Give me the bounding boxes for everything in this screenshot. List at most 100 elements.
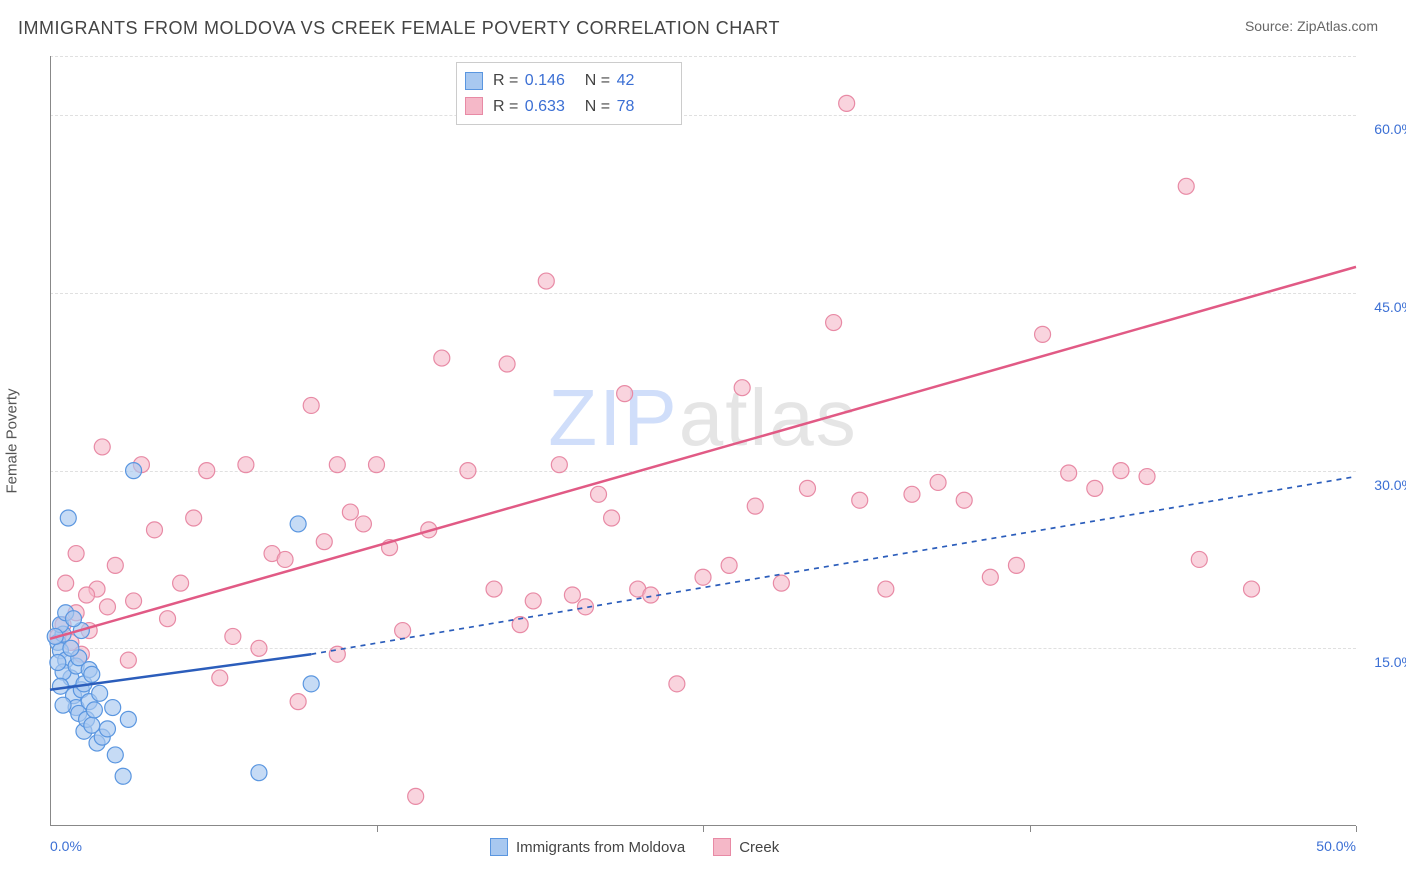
scatter-point — [329, 457, 345, 473]
scatter-point — [826, 315, 842, 331]
scatter-point — [120, 652, 136, 668]
legend-swatch-2 — [713, 838, 731, 856]
scatter-point — [107, 747, 123, 763]
scatter-point — [66, 611, 82, 627]
scatter-point — [525, 593, 541, 609]
scatter-point — [94, 439, 110, 455]
scatter-point — [126, 593, 142, 609]
scatter-point — [199, 463, 215, 479]
scatter-point — [1087, 480, 1103, 496]
scatter-point — [564, 587, 580, 603]
scatter-point — [99, 599, 115, 615]
scatter-point — [355, 516, 371, 532]
x-tick-mark — [1030, 826, 1031, 832]
scatter-point — [721, 557, 737, 573]
stats-row-series-1: R = 0.146 N = 42 — [465, 68, 667, 94]
scatter-point — [105, 700, 121, 716]
scatter-point — [277, 551, 293, 567]
stats-row-series-2: R = 0.633 N = 78 — [465, 94, 667, 120]
legend-label-2: Creek — [739, 839, 779, 856]
scatter-point — [617, 386, 633, 402]
scatter-point — [92, 685, 108, 701]
scatter-point — [499, 356, 515, 372]
chart-title: IMMIGRANTS FROM MOLDOVA VS CREEK FEMALE … — [18, 18, 780, 39]
scatter-point — [60, 510, 76, 526]
scatter-point — [408, 788, 424, 804]
scatter-point — [434, 350, 450, 366]
scatter-point — [58, 575, 74, 591]
scatter-point — [68, 546, 84, 562]
scatter-point — [225, 628, 241, 644]
scatter-point — [1113, 463, 1129, 479]
scatter-point — [126, 463, 142, 479]
n-value-1: 42 — [617, 68, 667, 94]
swatch-series-2 — [465, 97, 483, 115]
scatter-point — [747, 498, 763, 514]
y-tick-label: 60.0% — [1360, 121, 1406, 137]
x-tick-mark — [703, 826, 704, 832]
source-label: Source: — [1245, 18, 1297, 34]
scatter-point — [160, 611, 176, 627]
scatter-point — [591, 486, 607, 502]
scatter-point — [538, 273, 554, 289]
scatter-point — [486, 581, 502, 597]
scatter-point — [99, 721, 115, 737]
scatter-point — [395, 623, 411, 639]
scatter-point — [115, 768, 131, 784]
scatter-point — [63, 640, 79, 656]
scatter-point — [251, 765, 267, 781]
source-name: ZipAtlas.com — [1297, 18, 1378, 34]
correlation-stats-box: R = 0.146 N = 42 R = 0.633 N = 78 — [456, 62, 682, 125]
scatter-point — [1178, 178, 1194, 194]
legend-swatch-1 — [490, 838, 508, 856]
scatter-point — [303, 397, 319, 413]
legend-item-1: Immigrants from Moldova — [490, 838, 685, 856]
scatter-point — [1008, 557, 1024, 573]
scatter-point — [251, 640, 267, 656]
scatter-point — [146, 522, 162, 538]
chart-header: IMMIGRANTS FROM MOLDOVA VS CREEK FEMALE … — [0, 0, 1406, 39]
scatter-point — [956, 492, 972, 508]
scatter-point — [1139, 469, 1155, 485]
scatter-point — [839, 95, 855, 111]
r-value-1: 0.146 — [525, 68, 575, 94]
scatter-point — [1191, 551, 1207, 567]
legend-item-2: Creek — [713, 838, 779, 856]
x-tick-label: 0.0% — [50, 838, 82, 854]
y-tick-label: 15.0% — [1360, 654, 1406, 670]
n-label-2: N = — [585, 98, 610, 115]
scatter-point — [120, 711, 136, 727]
chart-plot-area: Female Poverty ZIPatlas 15.0%30.0%45.0%6… — [50, 56, 1356, 826]
bottom-legend: Immigrants from Moldova Creek — [490, 838, 779, 856]
scatter-point — [695, 569, 711, 585]
scatter-point — [52, 678, 68, 694]
x-tick-label: 50.0% — [1316, 838, 1356, 854]
x-tick-mark — [377, 826, 378, 832]
y-tick-label: 45.0% — [1360, 299, 1406, 315]
scatter-point — [982, 569, 998, 585]
scatter-point — [173, 575, 189, 591]
scatter-point — [1035, 326, 1051, 342]
r-label-1: R = — [493, 72, 518, 89]
scatter-point — [290, 694, 306, 710]
scatter-point — [734, 380, 750, 396]
scatter-point — [79, 587, 95, 603]
y-tick-label: 30.0% — [1360, 477, 1406, 493]
r-value-2: 0.633 — [525, 94, 575, 120]
scatter-point — [551, 457, 567, 473]
scatter-point — [852, 492, 868, 508]
scatter-point — [84, 666, 100, 682]
r-label-2: R = — [493, 98, 518, 115]
scatter-point — [369, 457, 385, 473]
scatter-point — [303, 676, 319, 692]
scatter-point — [878, 581, 894, 597]
y-axis-label: Female Poverty — [4, 388, 21, 493]
scatter-point — [773, 575, 789, 591]
scatter-point — [55, 697, 71, 713]
source-attribution: Source: ZipAtlas.com — [1245, 18, 1378, 34]
scatter-point — [212, 670, 228, 686]
x-tick-mark — [1356, 826, 1357, 832]
scatter-point — [107, 557, 123, 573]
scatter-point — [930, 474, 946, 490]
scatter-point — [186, 510, 202, 526]
